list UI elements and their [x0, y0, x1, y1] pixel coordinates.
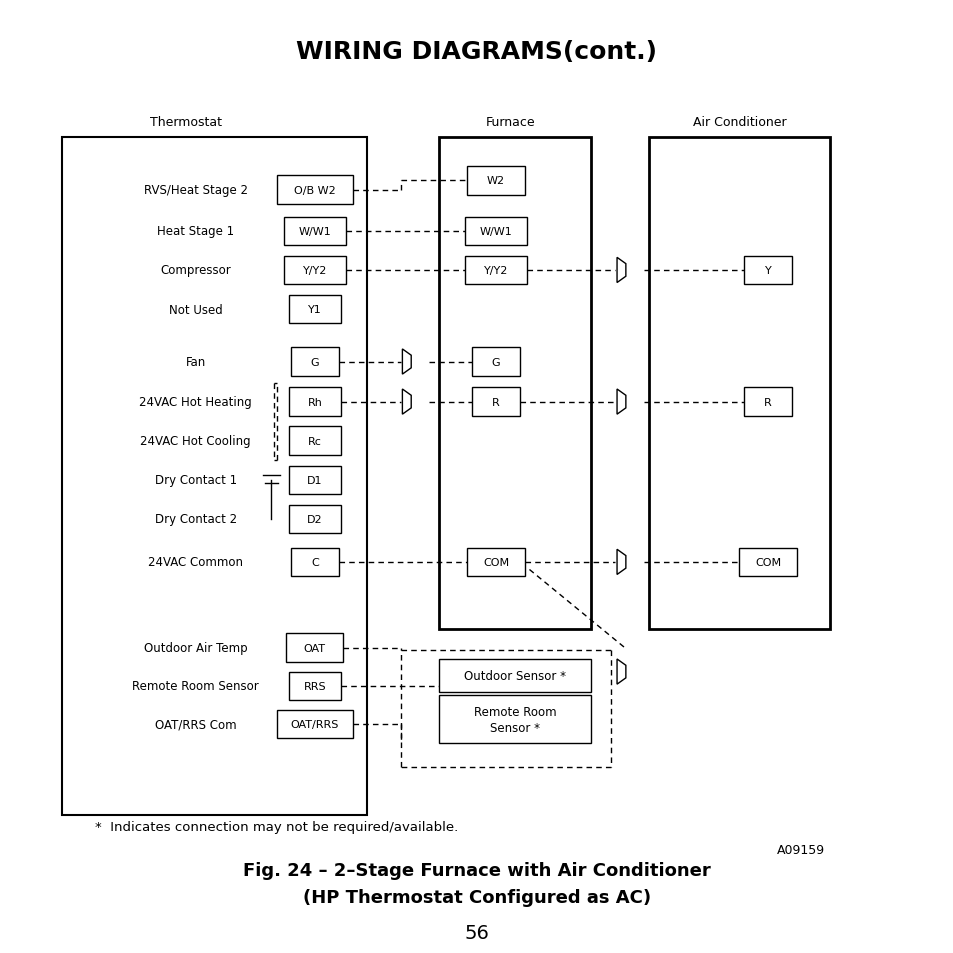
- Text: RVS/Heat Stage 2: RVS/Heat Stage 2: [143, 184, 248, 197]
- Text: A09159: A09159: [777, 843, 824, 857]
- Text: *  Indicates connection may not be required/available.: * Indicates connection may not be requir…: [95, 820, 458, 833]
- Text: RRS: RRS: [303, 681, 326, 691]
- Text: Fig. 24 – 2–Stage Furnace with Air Conditioner
(HP Thermostat Configured as AC): Fig. 24 – 2–Stage Furnace with Air Condi…: [243, 862, 710, 905]
- Bar: [288, 672, 341, 700]
- Bar: [743, 256, 791, 285]
- Text: O/B W2: O/B W2: [294, 186, 335, 195]
- Text: Y: Y: [763, 266, 771, 275]
- Polygon shape: [402, 350, 411, 375]
- Polygon shape: [617, 550, 625, 575]
- Text: Outdoor Sensor *: Outdoor Sensor *: [464, 669, 565, 682]
- Text: Furnace: Furnace: [485, 115, 535, 129]
- Text: Y/Y2: Y/Y2: [302, 266, 327, 275]
- Text: Rh: Rh: [307, 397, 322, 407]
- Text: W/W1: W/W1: [479, 227, 512, 236]
- Text: OAT: OAT: [303, 643, 326, 653]
- Bar: [288, 427, 341, 456]
- Polygon shape: [402, 390, 411, 415]
- Text: Air Conditioner: Air Conditioner: [692, 115, 785, 129]
- Text: Dry Contact 2: Dry Contact 2: [154, 513, 236, 526]
- Text: Rc: Rc: [308, 436, 321, 446]
- Text: Not Used: Not Used: [169, 303, 222, 316]
- Bar: [472, 348, 519, 376]
- Text: Thermostat: Thermostat: [150, 115, 222, 129]
- Text: W2: W2: [487, 176, 504, 186]
- Text: G: G: [310, 357, 319, 367]
- Text: Y/Y2: Y/Y2: [483, 266, 508, 275]
- Text: Heat Stage 1: Heat Stage 1: [157, 225, 233, 238]
- Text: Compressor: Compressor: [160, 264, 231, 277]
- Text: WIRING DIAGRAMS(cont.): WIRING DIAGRAMS(cont.): [296, 40, 657, 65]
- Text: D1: D1: [307, 476, 322, 485]
- Text: OAT/RRS: OAT/RRS: [291, 720, 338, 729]
- Bar: [438, 138, 591, 629]
- Text: COM: COM: [482, 558, 509, 567]
- Text: Fan: Fan: [185, 355, 206, 369]
- Bar: [288, 505, 341, 534]
- Text: 24VAC Hot Cooling: 24VAC Hot Cooling: [140, 435, 251, 448]
- Polygon shape: [617, 390, 625, 415]
- Text: Remote Room
Sensor *: Remote Room Sensor *: [474, 705, 556, 734]
- Bar: [743, 388, 791, 416]
- Text: G: G: [491, 357, 500, 367]
- Text: D2: D2: [307, 515, 322, 524]
- Bar: [283, 217, 345, 246]
- Bar: [438, 696, 591, 743]
- Bar: [648, 138, 829, 629]
- Bar: [288, 388, 341, 416]
- Bar: [62, 138, 367, 815]
- Bar: [472, 388, 519, 416]
- Text: Y1: Y1: [308, 305, 321, 314]
- Polygon shape: [617, 258, 625, 283]
- Bar: [467, 548, 524, 577]
- Text: Remote Room Sensor: Remote Room Sensor: [132, 679, 258, 693]
- Bar: [438, 659, 591, 692]
- Bar: [465, 256, 526, 285]
- Bar: [291, 548, 338, 577]
- Text: 24VAC Hot Heating: 24VAC Hot Heating: [139, 395, 252, 409]
- Bar: [286, 634, 343, 662]
- Text: R: R: [492, 397, 499, 407]
- Bar: [739, 548, 796, 577]
- Bar: [276, 710, 353, 739]
- Text: Outdoor Air Temp: Outdoor Air Temp: [144, 641, 247, 655]
- Bar: [291, 348, 338, 376]
- Bar: [465, 217, 526, 246]
- Text: 24VAC Common: 24VAC Common: [148, 556, 243, 569]
- Text: C: C: [311, 558, 318, 567]
- Text: Dry Contact 1: Dry Contact 1: [154, 474, 236, 487]
- Bar: [467, 167, 524, 195]
- Text: 56: 56: [464, 923, 489, 942]
- Bar: [288, 295, 341, 324]
- Bar: [288, 466, 341, 495]
- Text: OAT/RRS Com: OAT/RRS Com: [154, 718, 236, 731]
- Polygon shape: [617, 659, 625, 684]
- Text: COM: COM: [754, 558, 781, 567]
- Bar: [276, 176, 353, 205]
- Text: W/W1: W/W1: [298, 227, 331, 236]
- Bar: [283, 256, 345, 285]
- Text: R: R: [763, 397, 771, 407]
